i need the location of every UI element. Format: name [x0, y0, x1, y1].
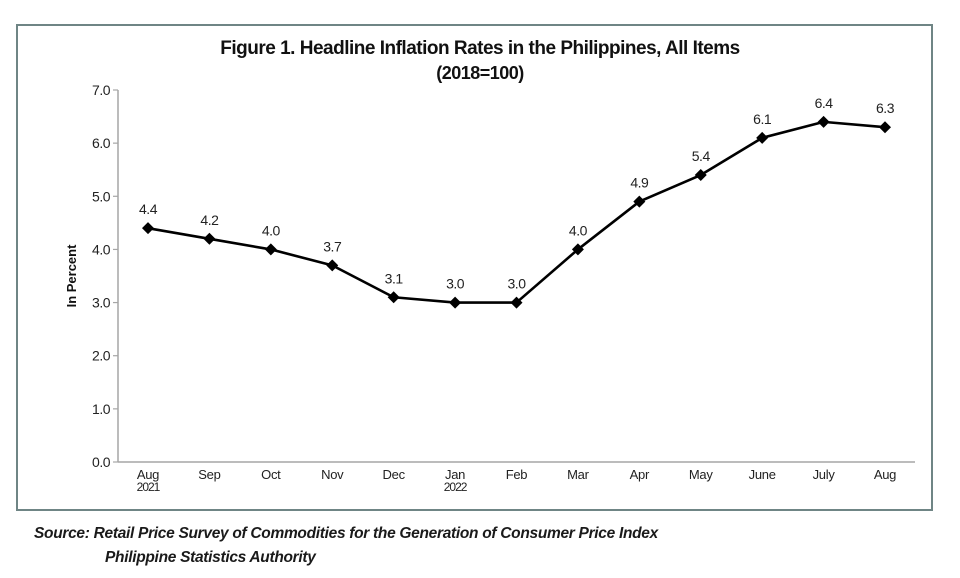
data-point-marker	[756, 131, 769, 144]
x-tick-label: July	[813, 467, 836, 482]
data-label: 3.0	[508, 276, 527, 292]
y-tick-label: 1.0	[92, 401, 111, 417]
y-tick-label: 2.0	[92, 348, 111, 364]
data-label: 4.4	[139, 201, 158, 217]
data-label: 6.1	[753, 111, 772, 127]
y-axis-title: In Percent	[64, 244, 79, 308]
source-line-1: Source: Retail Price Survey of Commoditi…	[34, 525, 658, 542]
x-tick-label: Sep	[198, 467, 220, 482]
data-label: 3.7	[323, 238, 342, 254]
data-point-marker	[142, 222, 154, 235]
y-tick-label: 4.0	[92, 241, 111, 257]
y-tick-label: 7.0	[92, 82, 111, 98]
data-label: 4.0	[262, 222, 281, 238]
data-point-marker	[387, 291, 400, 304]
x-tick-label: June	[749, 467, 776, 482]
x-tick-label: Apr	[630, 467, 650, 482]
x-tick-label: Nov	[321, 467, 344, 482]
data-label: 6.4	[815, 95, 834, 111]
x-tick-label: Dec	[383, 467, 406, 482]
data-point-marker	[694, 169, 707, 182]
data-point-marker	[203, 232, 216, 245]
data-label: 4.0	[569, 222, 588, 238]
x-tick-sublabel: 2022	[444, 480, 468, 494]
data-label: 5.4	[692, 148, 711, 164]
data-label: 3.0	[446, 276, 465, 292]
chart-title: Figure 1. Headline Inflation Rates in th…	[220, 38, 740, 59]
data-point-marker	[571, 243, 584, 256]
data-point-marker	[510, 296, 523, 309]
data-label: 6.3	[876, 100, 895, 116]
data-point-marker	[326, 259, 339, 272]
chart-subtitle: (2018=100)	[436, 63, 524, 83]
y-tick-label: 3.0	[92, 295, 111, 311]
source-note: Source: Retail Price Survey of Commoditi…	[34, 522, 658, 570]
data-labels-group: 4.4 4.2 4.0 3.7 3.1 3.0 3.0 4.0 4.9 5.4 6.1 6.4 6.3	[139, 95, 895, 292]
data-point-marker	[449, 296, 462, 309]
x-tick-label: Aug	[137, 467, 159, 482]
x-tick-label: Feb	[506, 467, 528, 482]
source-line-2: Philippine Statistics Authority	[105, 549, 316, 566]
data-label: 3.1	[385, 270, 404, 286]
x-tick-label: Jan	[445, 467, 465, 482]
x-tick-label: Mar	[567, 467, 589, 482]
x-tick-label: Aug	[874, 467, 896, 482]
chart-frame	[16, 24, 933, 511]
x-tick-sublabel: 2021	[137, 480, 161, 494]
data-point-marker	[264, 243, 277, 256]
y-tick-label: 5.0	[92, 188, 111, 204]
y-axis: 0.0 1.0 2.0 3.0 4.0 5.0 6.0 7.0	[92, 82, 119, 470]
data-label: 4.9	[630, 175, 649, 191]
x-tick-label: May	[689, 467, 713, 482]
markers-group	[142, 115, 891, 309]
y-tick-label: 0.0	[92, 454, 111, 470]
data-point-marker	[817, 115, 830, 128]
y-tick-label: 6.0	[92, 135, 111, 151]
x-tick-label: Oct	[261, 467, 281, 482]
data-point-marker	[633, 195, 646, 208]
data-point-marker	[879, 121, 891, 134]
data-label: 4.2	[200, 212, 219, 228]
